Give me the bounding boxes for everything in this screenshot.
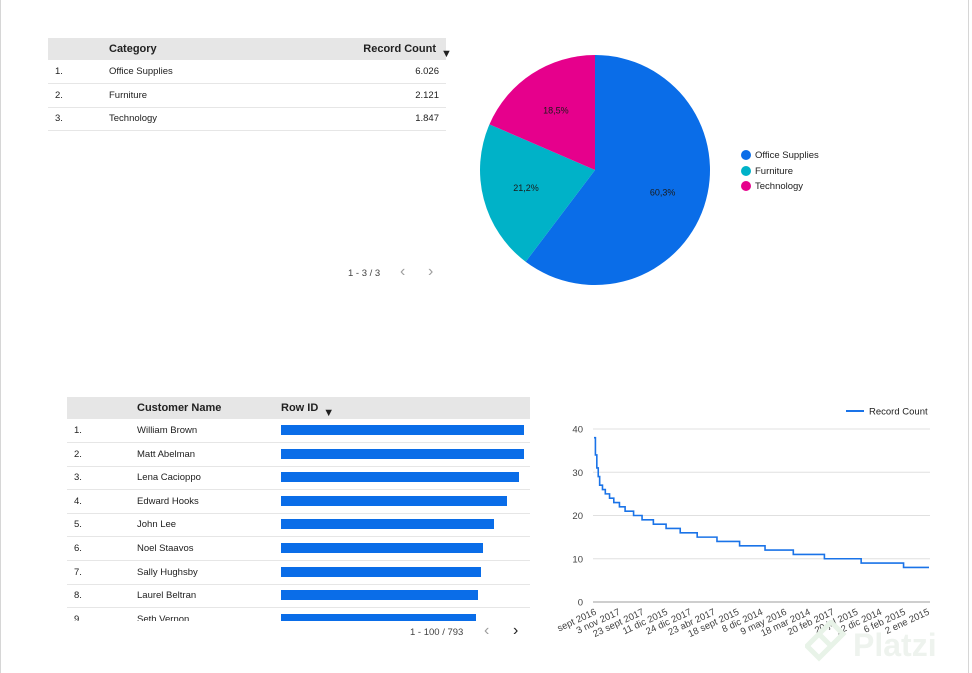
- row-index: 2.: [55, 90, 63, 101]
- y-tick-label: 0: [578, 598, 583, 609]
- row-index: 8.: [74, 590, 82, 602]
- row-id-bar[interactable]: [281, 495, 507, 506]
- table-header: Category Record Count ▼: [48, 38, 452, 60]
- table-row: 9. Seth Vernon: [67, 608, 530, 621]
- sort-desc-icon: ▼: [323, 407, 335, 419]
- left-frame-border: [0, 0, 1, 673]
- customer-name: Laurel Beltran: [137, 590, 197, 602]
- table-row: 4. Edward Hooks: [67, 490, 530, 514]
- table-row: 7. Sally Hughsby: [67, 561, 530, 585]
- legend-label-technology[interactable]: Technology: [755, 181, 804, 192]
- line-series-record-count[interactable]: [594, 436, 929, 569]
- pagination-label: 1 - 3 / 3: [348, 268, 381, 279]
- next-page-button[interactable]: ›: [428, 263, 434, 280]
- pie-slice-technology[interactable]: [489, 55, 595, 170]
- legend-label-office-supplies[interactable]: Office Supplies: [755, 150, 819, 161]
- next-page-button[interactable]: ›: [513, 622, 519, 639]
- column-header-row-id[interactable]: Row ID ▼: [281, 402, 335, 419]
- record-count: 6.026: [415, 66, 439, 77]
- customer-table-pagination: 1 - 100 / 793 ‹ ›: [410, 622, 518, 639]
- row-index: 3.: [74, 472, 82, 484]
- row-index: 1.: [74, 425, 82, 436]
- customer-name: Sally Hughsby: [137, 566, 198, 578]
- customer-name: Lena Cacioppo: [137, 472, 201, 484]
- table-row: 3. Lena Cacioppo: [67, 466, 530, 491]
- table-row: 3. Technology 1.847: [48, 107, 446, 131]
- customer-name: John Lee: [137, 519, 177, 531]
- category-name: Technology: [109, 113, 158, 124]
- row-id-bar[interactable]: [281, 448, 524, 459]
- row-index: 4.: [74, 495, 82, 507]
- table-row: 8. Laurel Beltran: [67, 584, 530, 609]
- y-tick-label: 10: [572, 554, 583, 565]
- category-name: Office Supplies: [109, 66, 173, 77]
- legend-label-furniture[interactable]: Furniture: [755, 166, 794, 177]
- category-table: Category Record Count ▼ 1. Office Supplie…: [48, 38, 452, 131]
- prev-page-button[interactable]: ‹: [400, 263, 406, 280]
- row-index: 3.: [55, 113, 63, 124]
- row-index: 1.: [55, 66, 63, 77]
- pie-label-office-supplies: 60,3%: [650, 188, 676, 198]
- row-id-bar[interactable]: [281, 425, 524, 435]
- row-id-bar[interactable]: [281, 590, 479, 601]
- y-tick-label: 30: [572, 468, 583, 479]
- category-table-pagination: 1 - 3 / 3 ‹ ›: [348, 263, 433, 280]
- record-count: 2.121: [415, 90, 439, 101]
- table-header: Customer Name Row ID ▼: [67, 397, 530, 419]
- customer-name: William Brown: [137, 425, 198, 436]
- row-index: 9.: [74, 613, 82, 621]
- row-index: 5.: [74, 519, 82, 531]
- table-row: 1. Office Supplies 6.026: [48, 60, 446, 84]
- pie-label-furniture: 21,2%: [513, 183, 539, 193]
- y-tick-label: 40: [572, 425, 583, 436]
- row-id-bar[interactable]: [281, 472, 520, 483]
- table-row: 6. Noel Staavos: [67, 537, 530, 561]
- legend-swatch-technology: [741, 181, 751, 191]
- legend-swatch-furniture: [741, 166, 751, 176]
- table-row: 1. William Brown: [67, 419, 530, 443]
- row-id-bar[interactable]: [281, 613, 477, 621]
- row-id-bar[interactable]: [281, 543, 484, 553]
- prev-page-button[interactable]: ‹: [484, 622, 490, 639]
- row-id-bar[interactable]: [281, 519, 495, 530]
- right-frame-border: [968, 0, 969, 673]
- customer-name: Noel Staavos: [137, 543, 194, 554]
- legend-label-record-count[interactable]: Record Count: [869, 407, 928, 418]
- customer-name: Matt Abelman: [137, 448, 196, 460]
- column-header-record-count[interactable]: Record Count ▼: [363, 43, 452, 60]
- pie-slice-office-supplies[interactable]: [525, 55, 710, 285]
- pie-chart: 60,3% 21,2% 18,5%: [480, 55, 710, 285]
- row-index: 2.: [74, 448, 82, 460]
- column-header-category[interactable]: Category: [109, 43, 157, 55]
- column-header-customer-name[interactable]: Customer Name: [137, 402, 222, 414]
- y-tick-label: 20: [572, 511, 583, 522]
- row-index: 7.: [74, 566, 82, 578]
- pagination-label: 1 - 100 / 793: [410, 627, 464, 638]
- pie-label-technology: 18,5%: [543, 105, 569, 115]
- table-row: 2. Matt Abelman: [67, 443, 530, 467]
- row-index: 6.: [74, 543, 82, 554]
- table-row: 5. John Lee: [67, 513, 530, 538]
- table-row: 2. Furniture 2.121: [48, 84, 446, 108]
- sort-desc-icon: ▼: [441, 48, 452, 60]
- record-count: 1.847: [415, 113, 439, 124]
- category-name: Furniture: [109, 90, 148, 101]
- legend-swatch-office-supplies: [741, 150, 751, 160]
- customer-table: Customer Name Row ID ▼ 1. William Brown 2. M…: [67, 397, 530, 621]
- platzi-watermark: Platzi: [805, 620, 937, 663]
- customer-name: Seth Vernon: [137, 613, 190, 621]
- customer-name: Edward Hooks: [137, 495, 199, 507]
- row-id-bar[interactable]: [281, 566, 481, 577]
- pie-slice-furniture[interactable]: [480, 124, 595, 262]
- svg-text:Platzi: Platzi: [853, 627, 937, 663]
